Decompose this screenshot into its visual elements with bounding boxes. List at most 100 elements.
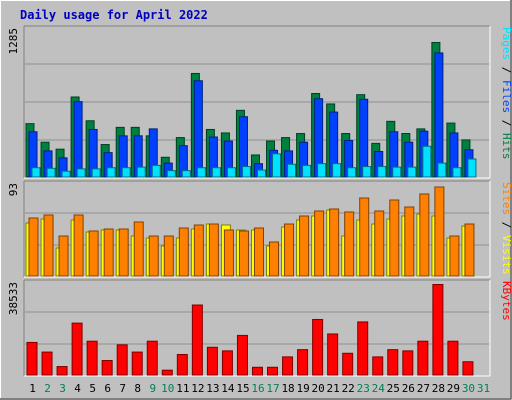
panel-kbytes: 38533 KBytes [7, 279, 512, 377]
x-tick-label-2: 2 [44, 382, 51, 395]
bar-pages-day-30 [467, 158, 477, 178]
bar-kbytes-day-28 [432, 283, 444, 376]
bar-sites-day-13 [208, 223, 219, 277]
series-axis-label-part: Sites [500, 182, 512, 215]
bar-sites-day-16 [253, 227, 264, 277]
bar-kbytes-day-23 [357, 321, 369, 376]
bar-pages-day-10 [166, 170, 176, 178]
x-tick-label-6: 6 [104, 382, 111, 395]
bar-pages-day-23 [362, 166, 372, 178]
bar-sites-day-2 [43, 214, 54, 277]
x-tick-label-3: 3 [59, 382, 66, 395]
bar-kbytes-day-11 [176, 353, 188, 376]
x-tick-label-16: 16 [251, 382, 264, 395]
bar-sites-day-12 [193, 224, 204, 277]
x-tick-label-14: 14 [221, 382, 235, 395]
bar-kbytes-day-6 [101, 360, 113, 376]
x-tick-label-11: 11 [176, 382, 189, 395]
bar-pages-day-26 [407, 166, 417, 178]
x-tick-label-15: 15 [236, 382, 249, 395]
bar-sites-day-14 [223, 229, 234, 277]
x-tick-label-17: 17 [266, 382, 279, 395]
x-tick-label-5: 5 [89, 382, 96, 395]
x-tick-label-8: 8 [134, 382, 141, 395]
x-tick-label-22: 22 [342, 382, 355, 395]
bar-kbytes-day-3 [56, 366, 68, 376]
bar-pages-day-28 [437, 162, 447, 178]
x-tick-label-19: 19 [296, 382, 309, 395]
bar-kbytes-day-27 [417, 340, 429, 376]
bar-pages-day-9 [151, 164, 161, 178]
x-tick-label-7: 7 [119, 382, 126, 395]
bar-kbytes-day-4 [71, 322, 83, 376]
bar-kbytes-day-29 [447, 340, 459, 376]
bar-sites-day-11 [178, 227, 189, 277]
bar-kbytes-day-5 [86, 340, 98, 376]
bar-kbytes-day-7 [116, 344, 128, 376]
bar-pages-day-5 [91, 168, 101, 178]
bar-files-day-12 [193, 80, 203, 178]
bar-sites-day-4 [73, 214, 84, 277]
bar-pages-day-16 [256, 169, 266, 178]
bar-kbytes-day-20 [312, 318, 324, 376]
bar-pages-day-20 [317, 163, 327, 178]
panel-hits-files-pages: 1285 Pages / Files / Hits [7, 25, 512, 179]
x-tick-label-13: 13 [206, 382, 219, 395]
x-tick-label-4: 4 [74, 382, 81, 395]
bar-kbytes-day-17 [267, 366, 279, 376]
bar-pages-day-29 [452, 167, 462, 178]
bar-kbytes-day-16 [251, 366, 263, 376]
bar-pages-day-7 [121, 167, 131, 178]
bar-kbytes-day-10 [161, 369, 173, 376]
series-axis-label: Pages / Files / Hits [500, 27, 512, 160]
bar-sites-day-17 [269, 241, 280, 277]
bar-sites-day-21 [329, 208, 340, 277]
y-max-label: 1285 [7, 28, 20, 55]
x-tick-label-27: 27 [417, 382, 430, 395]
bar-sites-day-22 [344, 211, 355, 277]
bar-pages-day-11 [181, 170, 191, 178]
bar-pages-day-25 [392, 166, 402, 178]
bar-kbytes-day-21 [327, 333, 339, 376]
bar-sites-day-25 [389, 199, 400, 277]
series-axis-label: Sites / Visits [500, 182, 512, 275]
bar-pages-day-24 [377, 166, 387, 178]
y-max-label: 93 [7, 183, 20, 196]
series-axis-label-part: / [500, 215, 512, 235]
x-tick-label-12: 12 [191, 382, 204, 395]
chart-title: Daily usage for April 2022 [20, 8, 208, 22]
bar-pages-day-3 [61, 170, 71, 178]
bar-pages-day-14 [226, 167, 236, 178]
bar-kbytes-day-9 [146, 340, 158, 376]
series-axis-label-part: KBytes [500, 281, 512, 321]
bar-pages-day-17 [272, 153, 282, 178]
bar-sites-day-29 [449, 235, 460, 277]
bar-sites-day-10 [163, 235, 174, 277]
bar-pages-day-18 [287, 163, 297, 178]
panel-visits-sites: 93 Sites / Visits [7, 180, 512, 278]
x-tick-label-28: 28 [432, 382, 445, 395]
bar-files-day-28 [434, 52, 444, 178]
bar-pages-day-21 [332, 163, 342, 178]
bar-sites-day-5 [88, 230, 99, 277]
bar-kbytes-day-19 [297, 349, 309, 376]
bar-pages-day-15 [241, 166, 251, 178]
x-tick-label-23: 23 [357, 382, 370, 395]
bar-sites-day-7 [118, 228, 129, 277]
bar-pages-day-6 [106, 167, 116, 178]
bar-sites-day-3 [58, 235, 69, 277]
bar-kbytes-day-14 [221, 350, 233, 376]
bar-sites-day-23 [359, 197, 370, 277]
x-tick-label-20: 20 [312, 382, 325, 395]
x-tick-label-24: 24 [372, 382, 386, 395]
series-axis-label: KBytes [500, 281, 512, 321]
series-axis-label-part: Visits [500, 235, 512, 275]
series-axis-label-part: Pages [500, 27, 512, 60]
bar-kbytes-day-15 [236, 334, 248, 376]
bar-sites-day-6 [103, 228, 114, 277]
x-tick-label-21: 21 [327, 382, 340, 395]
x-tick-label-31: 31 [477, 382, 490, 395]
bar-pages-day-2 [46, 167, 56, 178]
x-tick-label-1: 1 [29, 382, 36, 395]
bar-kbytes-day-22 [342, 352, 354, 376]
